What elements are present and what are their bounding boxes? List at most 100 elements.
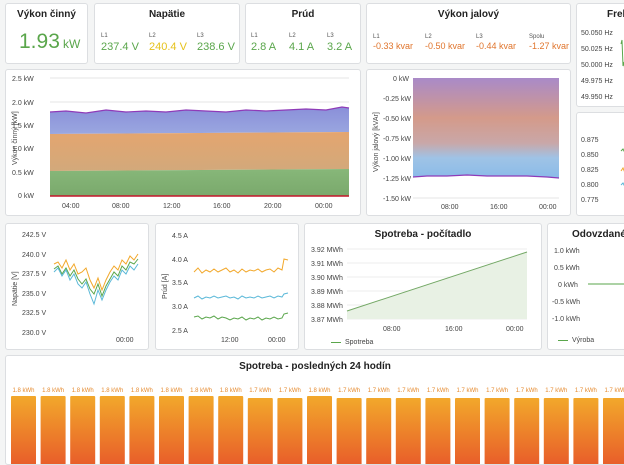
active-power-stat-panel[interactable]: Výkon činný 1.93 kW [5, 3, 88, 64]
x-tick: 04:00 [62, 203, 80, 210]
bar-value-label: 1.8 kWh [12, 388, 34, 394]
phase-label: L3 [197, 33, 204, 39]
y-tick: 0.875 [581, 137, 599, 144]
y-tick: 2.0 kW [12, 100, 34, 107]
total-line [49, 106, 350, 114]
pf-line-l3 [620, 182, 624, 187]
bar-value-label: 1.7 kWh [338, 388, 360, 394]
y-tick: 2.5 kW [12, 76, 34, 83]
active-power-chart-panel[interactable]: 2.5 kW 2.0 kW 1.5 kW 1.0 kW 0.5 kW 0 kW … [5, 69, 361, 216]
bar[interactable] [336, 398, 362, 465]
y-tick: 0.850 [581, 152, 599, 159]
bar[interactable] [455, 398, 480, 465]
bar[interactable] [218, 396, 244, 465]
consumption-counter-panel[interactable]: Spotreba - počítadlo 3.92 MWh 3.91 MWh 3… [304, 223, 542, 350]
y-tick: -1.0 kWh [552, 316, 580, 323]
bar-value-label: 1.7 kWh [545, 388, 567, 394]
phase-label: L2 [425, 34, 432, 40]
phase-label: L2 [289, 33, 296, 39]
bar[interactable] [11, 396, 36, 465]
voltage-line-l2 [53, 253, 139, 292]
y-tick: 0.5 kWh [554, 265, 580, 272]
bar[interactable] [484, 398, 510, 465]
y-tick: 3.87 MWh [311, 317, 343, 324]
bar[interactable] [307, 396, 332, 465]
voltage-chart: 242.5 V 240.0 V 237.5 V 235.0 V 232.5 V … [12, 232, 139, 344]
y-tick: -0.5 kWh [552, 299, 580, 306]
x-tick: 00:00 [539, 204, 557, 211]
y-tick: 242.5 V [22, 232, 46, 239]
current-stat-panel[interactable]: Prúd L1 2.8 A L2 4.1 A L3 3.2 A [245, 3, 361, 64]
current-chart-panel[interactable]: 4.5 A 4.0 A 3.5 A 3.0 A 2.5 A Prúd [A] 1… [155, 223, 299, 350]
x-tick: 00:00 [506, 326, 524, 333]
bar-value-label: 1.8 kWh [131, 388, 153, 394]
bar[interactable] [543, 398, 569, 465]
y-tick: 2.5 A [172, 328, 188, 335]
x-tick: 08:00 [112, 203, 130, 210]
bar[interactable] [514, 398, 540, 465]
phase-value: -1.27 kvar [529, 41, 570, 51]
reactive-power-stat-panel[interactable]: Výkon jalový L1 -0.33 kvar L2 -0.50 kvar… [366, 3, 571, 64]
bar[interactable] [40, 396, 66, 465]
current-chart: 4.5 A 4.0 A 3.5 A 3.0 A 2.5 A Prúd [A] 1… [162, 233, 289, 344]
phase-label: Spolu [529, 34, 545, 40]
active-power-chart: 2.5 kW 2.0 kW 1.5 kW 1.0 kW 0.5 kW 0 kW … [12, 76, 350, 210]
bar[interactable] [425, 398, 451, 465]
bar[interactable] [159, 396, 184, 465]
voltage-chart-panel[interactable]: 242.5 V 240.0 V 237.5 V 235.0 V 232.5 V … [5, 223, 149, 350]
y-tick: 3.88 MWh [311, 303, 343, 310]
export-chart: 1.0 kWh 0.5 kWh 0 kWh -0.5 kWh -1.0 kWh [552, 248, 624, 323]
power-factor-panel[interactable]: 0.875 0.850 0.825 0.800 0.775 [576, 112, 624, 216]
bar[interactable] [129, 396, 155, 465]
y-axis-label: Výkon jalový [kVAr] [373, 112, 380, 172]
bar-value-label: 1.8 kWh [190, 388, 212, 394]
y-axis-label: Výkon činný [kW] [12, 111, 19, 165]
y-tick: -1.00 kW [383, 156, 411, 163]
bar-value-label: 1.7 kWh [516, 388, 538, 394]
phase-label: L3 [327, 33, 334, 39]
panel-title: Výkon jalový [437, 9, 500, 20]
phase-label: L1 [251, 33, 258, 39]
bar-value-label: 1.7 kWh [397, 388, 419, 394]
counter-area [347, 252, 527, 319]
voltage-stat-panel[interactable]: Napätie L1 237.4 V L2 240.4 V L3 238.6 V [94, 3, 240, 64]
panel-title: Výkon činný [17, 9, 76, 20]
panel-title: Odovzdané do [572, 229, 624, 240]
legend-item[interactable]: Výroba [558, 337, 594, 344]
pf-line-l2 [620, 166, 624, 172]
y-tick: 3.0 A [172, 304, 188, 311]
y-tick: 49.975 Hz [581, 78, 613, 85]
reactive-power-chart-panel[interactable]: 0 kW -0.25 kW -0.50 kW -0.75 kW -1.00 kW… [366, 69, 571, 216]
bar[interactable] [366, 398, 392, 465]
y-tick: -1.50 kW [383, 196, 411, 203]
x-tick: 20:00 [264, 203, 282, 210]
voltage-line-l3 [53, 263, 139, 306]
bar[interactable] [395, 398, 421, 465]
current-line-l3 [193, 292, 289, 300]
x-tick: 00:00 [315, 203, 333, 210]
bar[interactable] [188, 396, 214, 465]
bar-value-label: 1.7 kWh [427, 388, 449, 394]
legend-label: Spotreba [345, 339, 374, 346]
y-tick: 0.825 [581, 167, 599, 174]
bar[interactable] [247, 398, 273, 465]
last-24h-consumption-panel[interactable]: Spotreba - posledných 24 hodín 1.8 kWh 1.… [5, 355, 624, 465]
bar-value-label: 1.8 kWh [42, 388, 64, 394]
bar[interactable] [70, 396, 96, 465]
y-tick: 0.775 [581, 197, 599, 204]
bar[interactable] [277, 398, 303, 465]
current-line-l1 [193, 312, 289, 321]
bar-value-label: 1.8 kWh [160, 388, 182, 394]
legend-label: Výroba [572, 337, 595, 344]
reactive-area [413, 78, 559, 178]
frequency-panel[interactable]: Frekv 50.050 Hz 50.025 Hz 50.000 Hz 49.9… [576, 3, 624, 107]
y-tick: 240.0 V [22, 252, 46, 259]
y-tick: 3.90 MWh [311, 275, 343, 282]
phase-value: 4.1 A [289, 41, 315, 53]
bar[interactable] [99, 396, 125, 465]
series-l3-area [50, 107, 349, 134]
bar[interactable] [603, 398, 624, 465]
export-panel[interactable]: Odovzdané do 1.0 kWh 0.5 kWh 0 kWh -0.5 … [547, 223, 624, 350]
bar[interactable] [573, 398, 599, 465]
legend-item[interactable]: Spotreba [331, 339, 373, 346]
